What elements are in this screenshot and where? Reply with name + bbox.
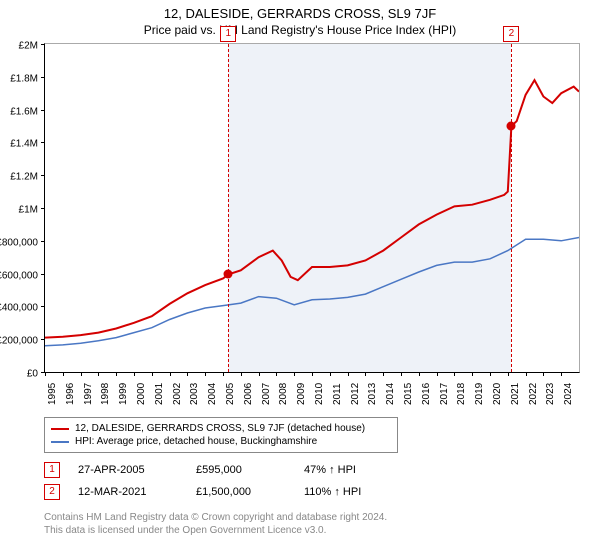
sale-price: £1,500,000: [196, 486, 286, 498]
y-tick-label: £1.2M: [10, 172, 38, 183]
sale-row: 2 12-MAR-2021 £1,500,000 110% ↑ HPI: [44, 481, 600, 503]
x-axis-labels: 1995 1996 1997 1998 1999 2000 2001 2002 2003 2004…: [44, 373, 580, 413]
x-tick-label: 2011: [332, 383, 343, 405]
sale-marker-callout: 1: [220, 26, 236, 42]
plot-area: 12: [44, 43, 580, 373]
sale-index-box: 2: [44, 484, 60, 500]
x-tick-label: 2006: [243, 383, 254, 405]
x-tick-label: 2005: [225, 383, 236, 405]
y-tick: [41, 241, 45, 242]
x-tick-label: 2001: [154, 383, 165, 405]
y-tick: [41, 175, 45, 176]
sale-date: 12-MAR-2021: [78, 486, 178, 498]
sale-marker-line: [511, 44, 512, 372]
x-tick-label: 2023: [545, 383, 556, 405]
y-tick-label: £1.4M: [10, 139, 38, 150]
y-tick-label: £800,000: [0, 237, 38, 248]
sale-marker-point: [224, 270, 233, 279]
footer-attribution: Contains HM Land Registry data © Crown c…: [44, 511, 600, 537]
sale-marker-line: [228, 44, 229, 372]
x-tick-label: 2016: [421, 383, 432, 405]
x-tick-label: 2003: [189, 383, 200, 405]
y-tick-label: £1M: [19, 205, 38, 216]
sale-index-box: 1: [44, 462, 60, 478]
x-tick-label: 1995: [47, 383, 58, 405]
x-tick-label: 2013: [367, 383, 378, 405]
y-tick: [41, 77, 45, 78]
legend-swatch: [51, 428, 69, 430]
x-tick-label: 2007: [261, 383, 272, 405]
x-tick-label: 2024: [563, 383, 574, 405]
footer-line-2: This data is licensed under the Open Gov…: [44, 524, 600, 537]
sale-price: £595,000: [196, 464, 286, 476]
sale-row: 1 27-APR-2005 £595,000 47% ↑ HPI: [44, 459, 600, 481]
x-tick-label: 2000: [136, 383, 147, 405]
legend-row: HPI: Average price, detached house, Buck…: [51, 435, 391, 448]
sale-marker-callout: 2: [503, 26, 519, 42]
series-line: [45, 238, 579, 346]
x-tick-label: 1996: [65, 383, 76, 405]
legend-box: 12, DALESIDE, GERRARDS CROSS, SL9 7JF (d…: [44, 417, 398, 453]
y-tick-label: £600,000: [0, 270, 38, 281]
line-series-svg: [45, 44, 579, 372]
x-tick-label: 2020: [492, 383, 503, 405]
y-tick-label: £1.6M: [10, 106, 38, 117]
y-tick-label: £400,000: [0, 303, 38, 314]
chart-container: 12, DALESIDE, GERRARDS CROSS, SL9 7JF Pr…: [0, 0, 600, 560]
chart-title: 12, DALESIDE, GERRARDS CROSS, SL9 7JF: [0, 0, 600, 21]
x-tick-label: 1999: [118, 383, 129, 405]
y-tick: [41, 44, 45, 45]
legend-swatch: [51, 441, 69, 443]
series-line: [45, 80, 579, 338]
sale-hpi-delta: 110% ↑ HPI: [304, 486, 361, 498]
x-tick-label: 2004: [207, 383, 218, 405]
x-tick-label: 2021: [510, 383, 521, 405]
x-tick-label: 2015: [403, 383, 414, 405]
x-tick-label: 2022: [528, 383, 539, 405]
legend-row: 12, DALESIDE, GERRARDS CROSS, SL9 7JF (d…: [51, 422, 391, 435]
y-axis-labels: £0£200,000£400,000£600,000£800,000£1M£1.…: [0, 46, 42, 376]
x-tick-label: 2009: [296, 383, 307, 405]
x-tick-label: 1997: [83, 383, 94, 405]
x-tick-label: 2018: [456, 383, 467, 405]
y-tick-label: £2M: [19, 41, 38, 52]
legend-label: 12, DALESIDE, GERRARDS CROSS, SL9 7JF (d…: [75, 423, 365, 434]
x-tick-label: 2008: [278, 383, 289, 405]
x-tick-label: 2017: [439, 383, 450, 405]
x-tick-label: 2010: [314, 383, 325, 405]
y-tick-label: £0: [27, 369, 38, 380]
sale-hpi-delta: 47% ↑ HPI: [304, 464, 356, 476]
y-tick: [41, 306, 45, 307]
sales-table: 1 27-APR-2005 £595,000 47% ↑ HPI 2 12-MAR-202…: [44, 459, 600, 503]
y-tick: [41, 208, 45, 209]
y-tick: [41, 339, 45, 340]
x-tick-label: 2002: [172, 383, 183, 405]
y-tick-label: £200,000: [0, 336, 38, 347]
y-tick: [41, 142, 45, 143]
sale-date: 27-APR-2005: [78, 464, 178, 476]
y-tick-label: £1.8M: [10, 73, 38, 84]
y-tick: [41, 110, 45, 111]
x-tick-label: 2012: [350, 383, 361, 405]
x-tick-label: 2019: [474, 383, 485, 405]
footer-line-1: Contains HM Land Registry data © Crown c…: [44, 511, 600, 524]
legend-label: HPI: Average price, detached house, Buck…: [75, 436, 317, 447]
x-tick-label: 2014: [385, 383, 396, 405]
sale-marker-point: [507, 122, 516, 131]
x-tick-label: 1998: [100, 383, 111, 405]
y-tick: [41, 274, 45, 275]
